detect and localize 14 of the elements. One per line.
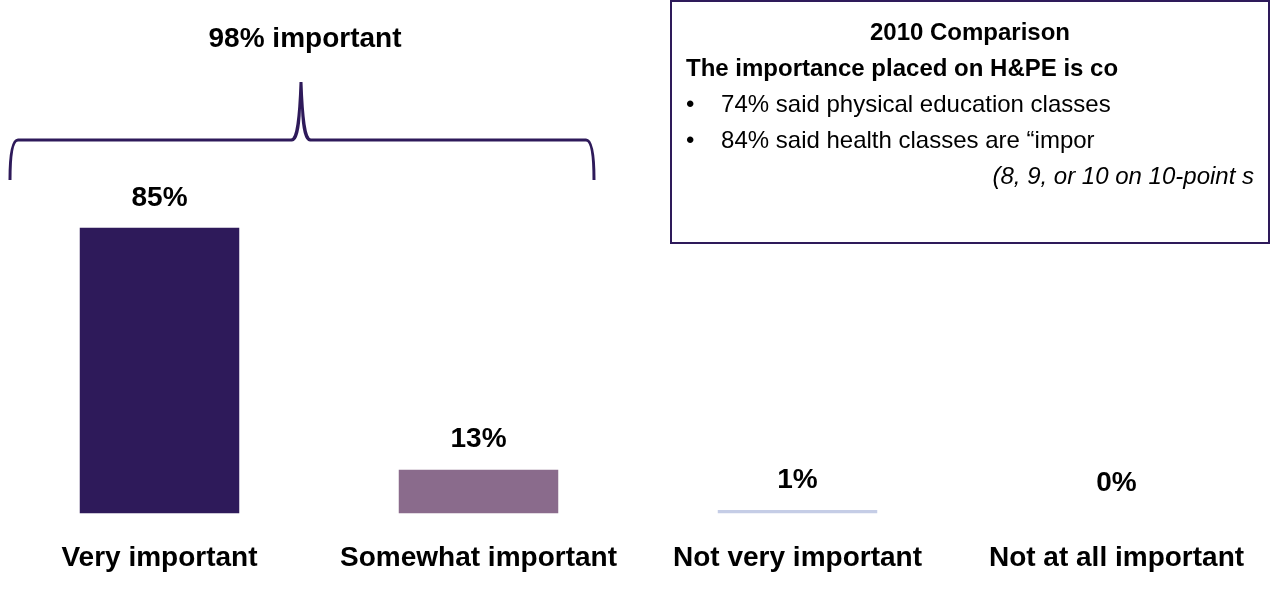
- x-tick-label: Very important: [61, 540, 258, 572]
- text: The importance placed on H&PE is co: [686, 53, 1120, 83]
- x-tick-label: Somewhat important: [340, 540, 617, 572]
- text: • 74% said physical education classes: [686, 89, 1112, 119]
- x-tick-label: Not at all important: [988, 540, 1245, 572]
- data-label: 0%: [1096, 466, 1137, 498]
- text: 2010 Comparison: [868, 17, 1072, 47]
- data-label: 85%: [131, 180, 188, 212]
- data-label: 13%: [450, 422, 507, 454]
- text: (8, 9, or 10 on 10-point s: [991, 161, 1254, 191]
- text: • 84% said health classes are “impor: [686, 125, 1096, 155]
- x-tick-label: Not very important: [673, 540, 922, 572]
- data-label: 1%: [777, 462, 818, 494]
- text: 98% important: [207, 22, 403, 54]
